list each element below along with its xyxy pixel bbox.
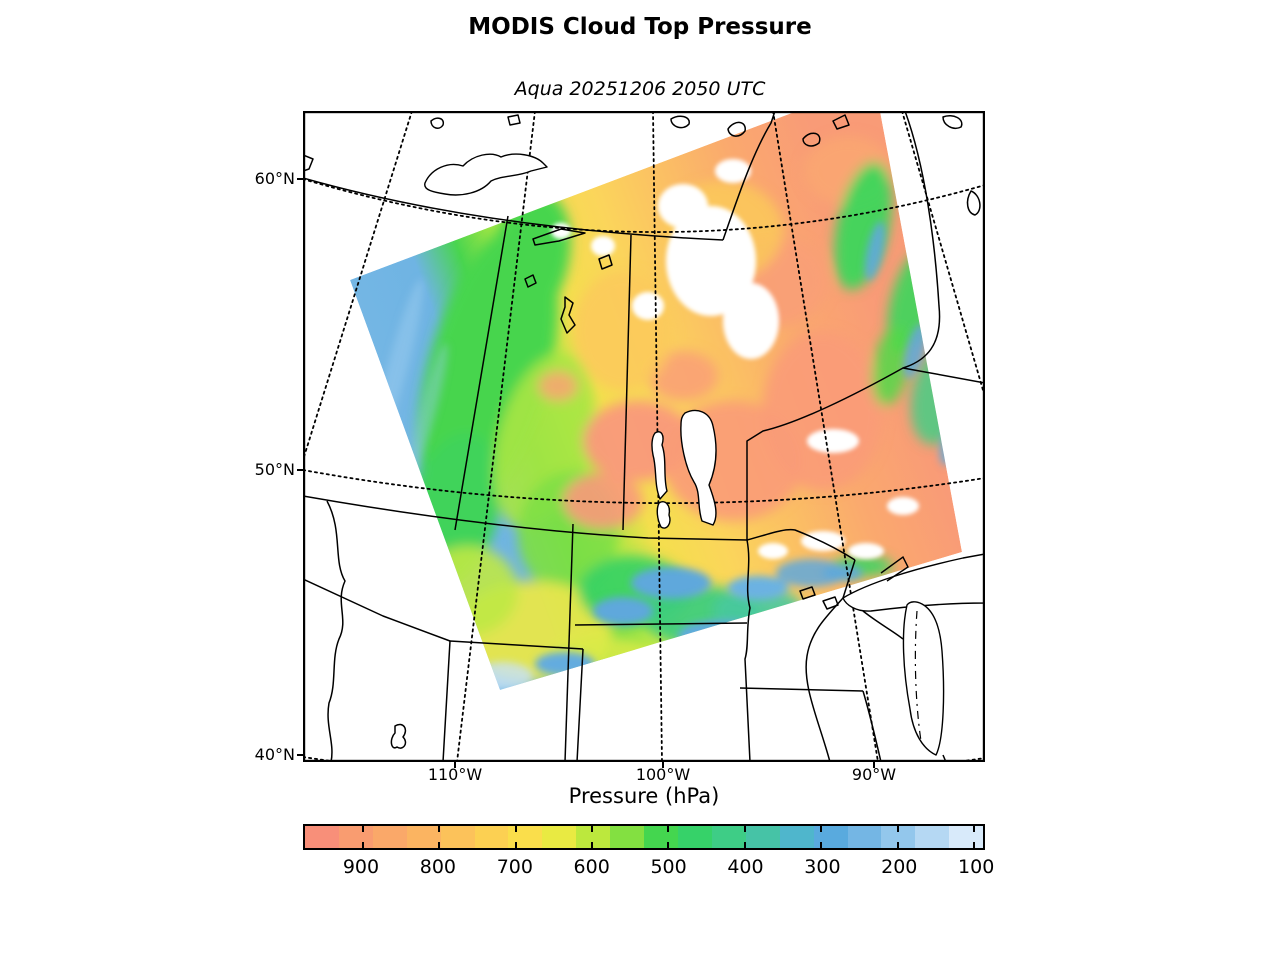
colorbar-tick-mark: [514, 826, 517, 832]
colorbar-segment: [644, 826, 678, 848]
colorbar-segment: [305, 826, 339, 848]
lat-tick-mark-60n: [297, 178, 303, 180]
colorbar-tick-mark: [743, 842, 746, 848]
colorbar-segment: [508, 826, 543, 848]
lake-winnipeg: [680, 409, 717, 526]
lake-superior: [842, 553, 986, 612]
figure-title: MODIS Cloud Top Pressure: [468, 14, 812, 40]
colorbar-segment: [711, 826, 746, 848]
lake-winnipegosis: [651, 431, 668, 500]
lakes: [424, 153, 986, 756]
colorbar-tick-mark: [667, 826, 670, 832]
lat-tick-mark-50n: [297, 469, 303, 471]
lon-tick-mark-90w: [873, 762, 875, 768]
colorbar-segment: [440, 826, 475, 848]
colorbar-tick-mark: [590, 826, 593, 832]
colorbar-tick-mark: [361, 842, 364, 848]
colorbar-tick-mark: [438, 826, 441, 832]
colorbar-tick-300: 300: [804, 856, 841, 878]
colorbar-segment: [745, 826, 780, 848]
colorbar-segment: [338, 826, 373, 848]
colorbar-segment: [813, 826, 848, 848]
colorbar-segment: [881, 826, 916, 848]
colorbar-label: Pressure (hPa): [568, 784, 720, 808]
colorbar-segment: [915, 826, 950, 848]
figure-subtitle: Aqua 20251206 2050 UTC: [514, 78, 766, 100]
colorbar-tick-mark: [590, 842, 593, 848]
colorbar-segment: [372, 826, 407, 848]
colorbar-tick-100: 100: [958, 856, 995, 878]
meridian-90w: [772, 110, 879, 763]
colorbar-tick-mark: [514, 842, 517, 848]
colorbar-tick-200: 200: [881, 856, 918, 878]
colorbar-tick-700: 700: [496, 856, 533, 878]
colorbar-tick-mark: [667, 842, 670, 848]
lon-tick-mark-110w: [454, 762, 456, 768]
colorbar-segment: [542, 826, 577, 848]
colorbar-segment: [610, 826, 645, 848]
colorbar-tick-mark: [896, 826, 899, 832]
lake-manitoba: [656, 501, 671, 529]
meridian-80w: [901, 110, 986, 398]
colorbar-tick-500: 500: [650, 856, 687, 878]
colorbar-tick-mark: [438, 842, 441, 848]
colorbar-segment: [677, 826, 712, 848]
colorbar-segment: [949, 826, 984, 848]
lat-tick-label-40n: 40°N: [254, 745, 295, 764]
lake-michigan: [902, 601, 945, 756]
coastlines-borders: [302, 110, 986, 763]
lon-tick-label-100w: 100°W: [635, 765, 691, 784]
lon-tick-label-90w: 90°W: [851, 765, 897, 784]
colorbar-tick-mark: [361, 826, 364, 832]
colorbar-tick-mark: [973, 842, 976, 848]
map-svg: [302, 110, 986, 784]
colorbar-segment: [406, 826, 441, 848]
colorbar-tick-800: 800: [419, 856, 457, 878]
map-plot: [302, 110, 986, 784]
colorbar-segment: [474, 826, 509, 848]
lat-tick-label-50n: 50°N: [254, 460, 295, 479]
colorbar-tick-mark: [973, 826, 976, 832]
colorbar-tick-600: 600: [573, 856, 610, 878]
colorbar-tick-mark: [820, 826, 823, 832]
colorbar-tick-mark: [896, 842, 899, 848]
colorbar-segment: [847, 826, 882, 848]
lon-tick-mark-100w: [662, 762, 664, 768]
meridian-120w: [302, 110, 413, 461]
parallel-50n: [302, 469, 986, 505]
colorbar-tick-900: 900: [342, 856, 380, 878]
colorbar-segment: [576, 826, 611, 848]
meridian-110w: [456, 110, 536, 763]
lat-tick-label-60n: 60°N: [254, 169, 295, 188]
colorbar-tick-400: 400: [727, 856, 764, 878]
colorbar: [303, 824, 985, 850]
colorbar-tick-mark: [743, 826, 746, 832]
lon-tick-label-110w: 110°W: [427, 765, 483, 784]
plot-border: [302, 110, 986, 763]
colorbar-segment: [779, 826, 814, 848]
lat-tick-mark-40n: [297, 754, 303, 756]
colorbar-tick-mark: [820, 842, 823, 848]
parallel-60n: [302, 178, 986, 233]
great-slave-lake: [424, 153, 548, 196]
lake-details: [880, 555, 922, 742]
